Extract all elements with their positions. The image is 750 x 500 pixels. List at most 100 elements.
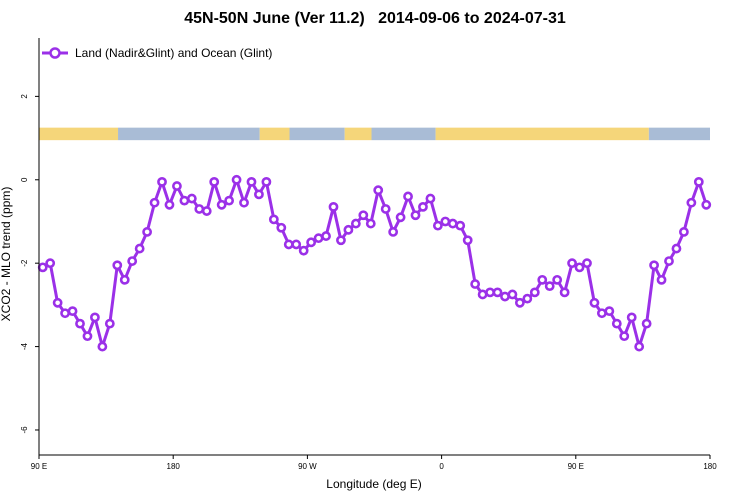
data-point	[418, 201, 428, 212]
data-point	[90, 312, 100, 323]
data-point	[596, 308, 607, 319]
data-point	[291, 239, 302, 250]
data-point	[507, 289, 518, 300]
x-tick-label: 180	[167, 462, 181, 471]
data-point	[52, 297, 63, 308]
data-point	[649, 260, 659, 271]
x-ticks: 90 E 180 90 W 0 90 E 180	[31, 455, 717, 471]
data-point	[328, 201, 339, 212]
data-point	[388, 227, 399, 237]
data-point	[611, 318, 622, 329]
data-point	[693, 176, 704, 187]
data-point	[119, 274, 130, 285]
data-point	[574, 262, 585, 273]
data-point	[559, 287, 570, 298]
data-point	[619, 331, 630, 342]
data-point	[261, 176, 272, 187]
data-point	[500, 291, 510, 302]
data-point	[321, 231, 331, 241]
x-tick-label: 90 E	[568, 462, 584, 471]
data-point	[440, 216, 451, 227]
data-point	[537, 274, 548, 285]
x-tick-label: 90 W	[298, 462, 317, 471]
y-ticks: 2 0 -2 -4 -6	[20, 94, 39, 434]
legend-marker-swatch	[49, 47, 61, 59]
data-point	[104, 318, 115, 329]
series-marker-group	[37, 174, 712, 352]
y-tick-label: 2	[20, 94, 29, 99]
data-point	[209, 176, 220, 187]
y-tick-label: -2	[20, 259, 29, 267]
data-point	[447, 218, 458, 229]
y-tick-label: -4	[20, 342, 29, 350]
x-axis-label: Longitude (deg E)	[326, 477, 421, 491]
data-point	[75, 318, 85, 329]
data-point	[492, 287, 503, 298]
legend: Land (Nadir&Glint) and Ocean (Glint)	[42, 46, 272, 60]
strip-segment-land	[344, 127, 372, 141]
data-point	[410, 210, 421, 221]
data-point	[194, 204, 205, 214]
y-tick-label: -6	[20, 426, 29, 434]
data-point	[201, 206, 212, 216]
data-point	[626, 312, 637, 323]
y-tick-label: 0	[20, 177, 29, 182]
land-ocean-strip	[39, 127, 710, 141]
data-point	[179, 195, 190, 206]
x-tick-label: 90 E	[31, 462, 47, 471]
data-point	[254, 189, 264, 200]
data-point	[343, 224, 354, 235]
data-point	[60, 308, 70, 319]
data-point	[656, 274, 667, 285]
series-line-group	[41, 178, 710, 349]
data-point	[395, 212, 406, 223]
data-point	[157, 176, 167, 187]
data-point	[37, 262, 48, 273]
data-point	[358, 210, 369, 221]
data-point	[589, 297, 600, 308]
data-point	[164, 199, 175, 210]
data-point	[134, 243, 145, 254]
data-point	[403, 191, 413, 202]
data-point	[283, 239, 294, 250]
data-point	[365, 218, 376, 229]
legend-label: Land (Nadir&Glint) and Ocean (Glint)	[75, 46, 272, 60]
data-point	[477, 289, 488, 300]
data-point	[455, 220, 466, 231]
data-point	[641, 318, 652, 329]
data-point	[485, 287, 495, 298]
strip-segment-land	[259, 127, 290, 141]
data-point	[313, 233, 324, 244]
data-point	[97, 341, 108, 352]
data-point	[582, 258, 592, 269]
data-point	[679, 227, 689, 237]
data-point	[67, 306, 78, 317]
data-point	[246, 176, 257, 187]
data-point	[552, 274, 563, 285]
strip-segment-land	[39, 127, 119, 141]
strip-segment-ocean	[648, 127, 710, 141]
data-point	[514, 297, 525, 308]
data-point	[470, 279, 481, 289]
x-tick-label: 0	[439, 462, 444, 471]
data-point	[268, 214, 279, 225]
data-point	[216, 199, 227, 210]
data-point	[82, 331, 93, 342]
data-point	[567, 258, 577, 269]
data-point	[306, 237, 317, 248]
x-tick-label: 180	[703, 462, 717, 471]
data-point	[373, 185, 384, 196]
data-point	[45, 258, 56, 269]
data-point	[142, 227, 153, 237]
data-point	[186, 193, 197, 204]
series-line	[41, 178, 710, 349]
data-point	[664, 256, 674, 266]
data-point	[380, 204, 391, 214]
data-point	[149, 197, 160, 208]
data-point	[172, 181, 182, 191]
data-point	[224, 195, 235, 206]
chart-title: 45N-50N June (Ver 11.2) 2014-09-06 to 20…	[184, 10, 566, 27]
data-point	[425, 193, 436, 204]
data-point	[604, 306, 615, 317]
